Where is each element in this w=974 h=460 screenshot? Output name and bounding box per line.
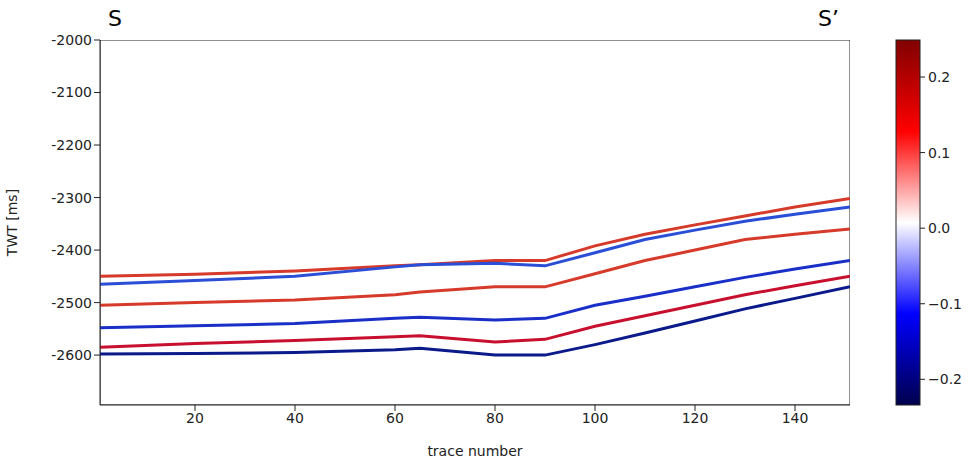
svg-text:-2500: -2500 [51, 295, 92, 311]
svg-text:60: 60 [386, 410, 404, 426]
svg-text:-2200: -2200 [51, 137, 92, 153]
svg-text:-2400: -2400 [51, 242, 92, 258]
svg-text:−0.2: −0.2 [928, 371, 962, 387]
svg-text:20: 20 [186, 410, 204, 426]
svg-text:-2100: -2100 [51, 84, 92, 100]
svg-text:40: 40 [286, 410, 304, 426]
html-text:S: S [108, 6, 122, 31]
svg-text:TWT [ms]: TWT [ms] [4, 189, 20, 257]
html-text:S’: S’ [818, 6, 839, 31]
svg-text:140: 140 [782, 410, 809, 426]
svg-text:−0.1: −0.1 [928, 296, 962, 312]
svg-text:0.0: 0.0 [928, 220, 950, 236]
svg-text:-2600: -2600 [51, 347, 92, 363]
svg-text:trace number: trace number [427, 443, 522, 459]
svg-text:0.1: 0.1 [928, 145, 950, 161]
svg-text:-2300: -2300 [51, 190, 92, 206]
svg-text:100: 100 [582, 410, 609, 426]
svg-text:120: 120 [682, 410, 709, 426]
svg-text:-2000: -2000 [51, 32, 92, 48]
svg-text:80: 80 [486, 410, 504, 426]
svg-text:0.2: 0.2 [928, 69, 950, 85]
